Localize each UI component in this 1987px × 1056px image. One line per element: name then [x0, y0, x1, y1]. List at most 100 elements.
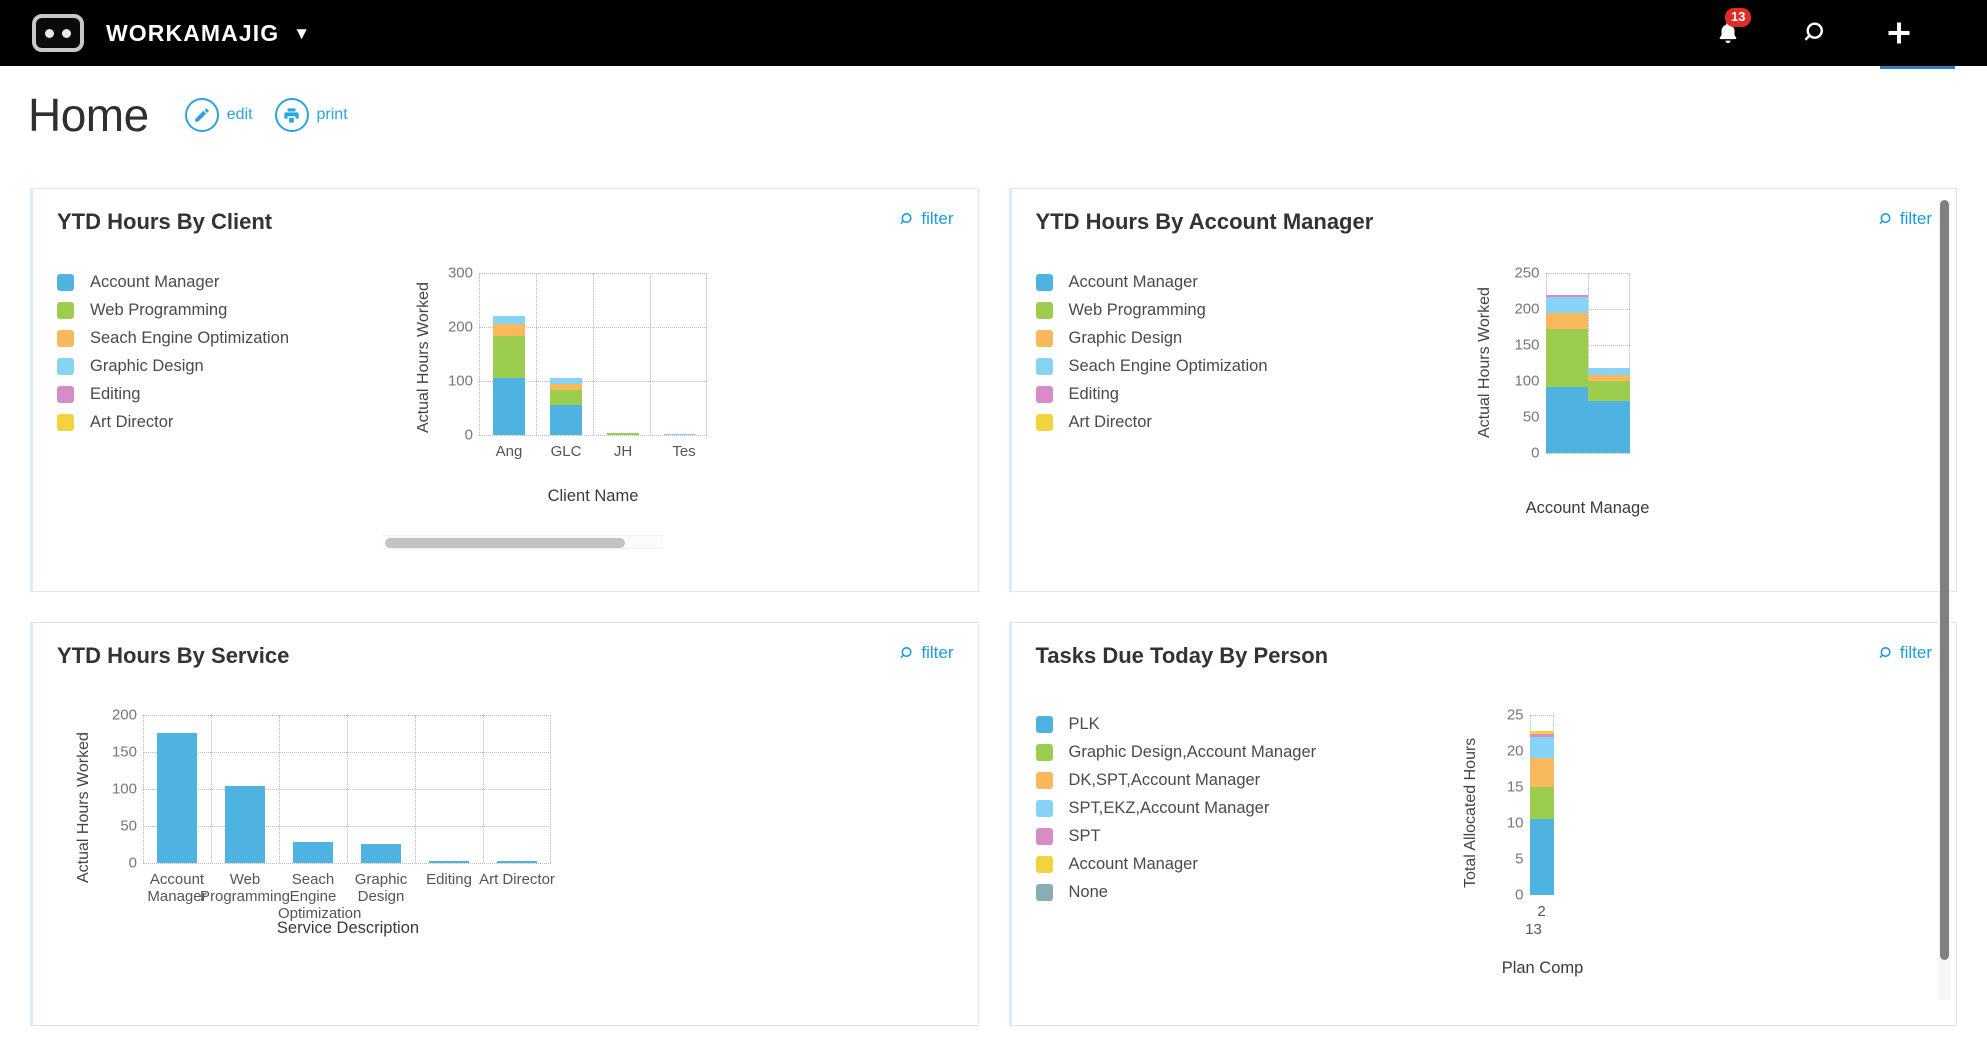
legend-item[interactable]: Editing: [1035, 385, 1376, 404]
topbar-actions: 13: [1715, 8, 1913, 47]
legend-swatch: [1035, 744, 1053, 761]
legend-item[interactable]: Graphic Design: [1035, 329, 1376, 348]
bar-account-manager[interactable]: [157, 732, 197, 863]
legend-item[interactable]: Seach Engine Optimization: [1035, 357, 1376, 376]
pencil-icon: [184, 98, 219, 132]
legend-item[interactable]: Web Programming: [57, 301, 357, 320]
bell-icon[interactable]: 13: [1715, 8, 1752, 47]
y-tick: 10: [1506, 814, 1524, 832]
legend-item[interactable]: Web Programming: [1035, 301, 1376, 320]
page-header: Home edit print: [0, 80, 1987, 150]
bar-editing[interactable]: [429, 861, 469, 863]
legend-label: Graphic Design,Account Manager: [1068, 743, 1317, 761]
legend-item[interactable]: DK,SPT,Account Manager: [1035, 771, 1376, 790]
plot-canvas[interactable]: Ang GLC JH Tes Client Name: [479, 273, 707, 505]
bar-tes[interactable]: [664, 433, 696, 435]
y-tick: 0: [128, 854, 137, 872]
legend-swatch: [57, 358, 74, 375]
x-axis-label: Plan Comp: [1501, 959, 1584, 977]
y-axis-label: Actual Hours Worked: [75, 732, 92, 883]
edit-label: edit: [226, 106, 253, 123]
x-axis-label: Service Description: [276, 919, 420, 937]
legend-item[interactable]: Account Manager: [1035, 855, 1376, 874]
legend-item[interactable]: Graphic Design: [57, 357, 357, 376]
y-tick: 50: [120, 817, 137, 835]
filter-label: filter: [1899, 209, 1932, 228]
dashboard-panels: YTD Hours By Client filter Account Manag…: [0, 188, 1987, 1056]
panel-title: Tasks Due Today By Person: [1035, 643, 1329, 668]
bar-plan-comp[interactable]: [1529, 730, 1554, 895]
filter-button[interactable]: filter: [1876, 209, 1932, 229]
legend-item[interactable]: PLK: [1035, 715, 1376, 734]
bar-am-1[interactable]: [1545, 294, 1588, 453]
panel-ytd-hours-by-account-manager: YTD Hours By Account Manager filter Acco…: [1008, 188, 1957, 592]
filter-button[interactable]: filter: [1876, 643, 1932, 663]
legend-item[interactable]: Account Manager: [1035, 273, 1376, 292]
bar-ang[interactable]: [493, 315, 525, 435]
legend-swatch: [57, 302, 74, 319]
filter-button[interactable]: filter: [897, 643, 954, 663]
legend-label: None: [1068, 883, 1108, 901]
y-tick: 20: [1506, 742, 1524, 760]
filter-search-icon: [1879, 212, 1891, 224]
print-button[interactable]: print: [274, 98, 348, 132]
page-header-actions: edit print: [184, 98, 348, 132]
chart-horizontal-scrollbar[interactable]: [383, 535, 663, 549]
bar-seo[interactable]: [293, 841, 333, 863]
panel-row-2: YTD Hours By Service filter Actual Hours…: [0, 622, 1987, 1026]
legend-item[interactable]: SPT,EKZ,Account Manager: [1035, 799, 1376, 818]
legend-item[interactable]: None: [1035, 883, 1376, 902]
filter-button[interactable]: filter: [897, 209, 954, 229]
chart-legend: Account Manager Web Programming Graphic …: [1035, 273, 1376, 453]
search-icon[interactable]: [1799, 19, 1827, 47]
legend-item[interactable]: Art Director: [57, 413, 357, 432]
plot-canvas[interactable]: Account Manage: [1526, 273, 1649, 517]
x-tick: Tes: [672, 443, 696, 460]
edit-button[interactable]: edit: [184, 98, 253, 132]
x-tick: Web Programming: [199, 871, 291, 905]
legend-item[interactable]: Seach Engine Optimization: [57, 329, 357, 348]
legend-item[interactable]: Graphic Design,Account Manager: [1035, 743, 1376, 762]
bar-jh[interactable]: [607, 433, 639, 435]
x-tick: GLC: [550, 443, 582, 460]
panel-tasks-due-today-by-person: Tasks Due Today By Person filter PLK: [1008, 622, 1957, 1026]
legend-label: Web Programming: [1068, 301, 1206, 319]
y-axis-label: Actual Hours Worked: [1475, 287, 1493, 439]
y-axis-ticks: 200 150 100 50 0: [103, 707, 143, 872]
legend-swatch: [1035, 358, 1053, 375]
scrollbar-thumb[interactable]: [385, 538, 625, 548]
legend-label: DK,SPT,Account Manager: [1068, 771, 1261, 789]
scrollbar-thumb[interactable]: [1940, 200, 1949, 960]
legend-item[interactable]: Editing: [57, 385, 357, 404]
legend-item[interactable]: Art Director: [1035, 413, 1376, 432]
x-tick: Seach Engine Optimization: [278, 871, 362, 922]
bar-web-programming[interactable]: [225, 786, 265, 863]
legend-swatch: [1035, 274, 1053, 291]
page-vertical-scrollbar[interactable]: [1938, 200, 1951, 1000]
panel-title: YTD Hours By Account Manager: [1035, 209, 1374, 234]
x-tick-line-1: 2: [1537, 903, 1546, 920]
legend-item[interactable]: Account Manager: [57, 273, 357, 292]
plot-canvas[interactable]: 2 13 Plan Comp: [1502, 715, 1583, 977]
chart-body: PLK Graphic Design,Account Manager DK,SP…: [1035, 707, 1933, 977]
chart-legend: Account Manager Web Programming Seach En…: [57, 273, 357, 443]
chevron-down-icon[interactable]: ▼: [293, 23, 311, 43]
printer-icon: [274, 98, 309, 132]
y-tick: 5: [1515, 850, 1524, 868]
bar-graphic-design[interactable]: [361, 843, 401, 863]
legend-label: Web Programming: [90, 301, 228, 319]
legend-swatch: [1035, 884, 1053, 901]
brand-name: WORKAMAJIG: [106, 19, 280, 46]
bar-glc[interactable]: [550, 377, 582, 435]
y-tick: 25: [1506, 706, 1524, 724]
legend-item[interactable]: SPT: [1035, 827, 1376, 846]
plot-canvas[interactable]: Account Manager Web Programming Seach En…: [143, 715, 555, 937]
page-title: Home: [28, 89, 149, 141]
plus-icon[interactable]: [1885, 19, 1913, 47]
y-tick: 200: [111, 706, 137, 724]
filter-label: filter: [921, 209, 954, 228]
bar-art-director[interactable]: [497, 861, 537, 863]
legend-swatch: [57, 274, 74, 291]
panel-header: YTD Hours By Service filter: [57, 643, 954, 669]
bar-am-2[interactable]: [1587, 368, 1630, 453]
